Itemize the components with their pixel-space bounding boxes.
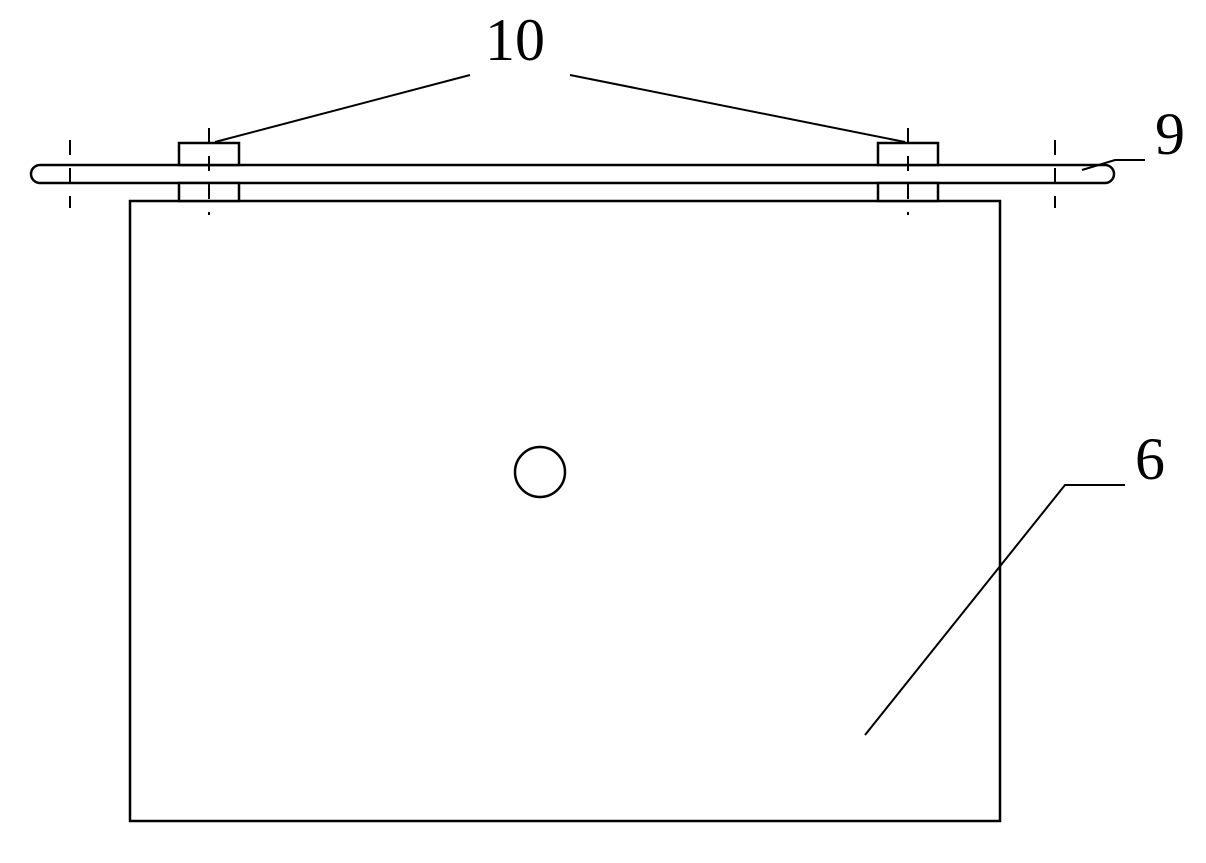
leader-10-right	[570, 75, 905, 142]
label-9: 9	[1155, 100, 1185, 169]
bar-right-cap	[1105, 165, 1114, 183]
leader-10-left	[215, 75, 470, 142]
label-10: 10	[485, 6, 545, 75]
center-hole	[515, 447, 565, 497]
technical-diagram: 10 9 6	[0, 0, 1206, 863]
bar-left-cap	[31, 165, 40, 183]
leader-6	[865, 485, 1125, 735]
label-6: 6	[1135, 425, 1165, 494]
diagram-svg	[0, 0, 1206, 863]
